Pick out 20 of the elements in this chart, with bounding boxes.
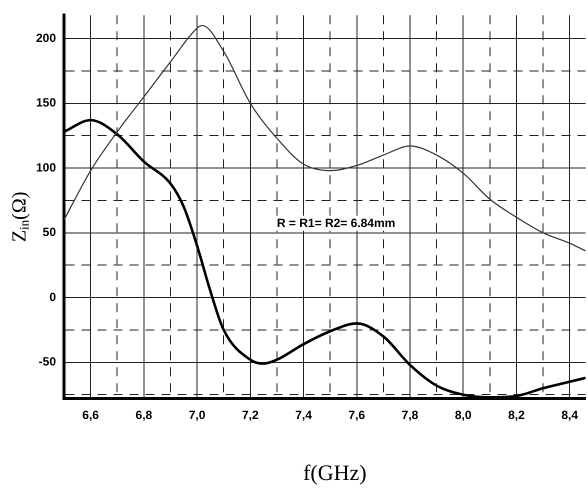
- x-tick-label: 6,8: [136, 408, 153, 422]
- x-tick-label: 7,0: [188, 408, 206, 422]
- x-tick-label: 7,8: [402, 408, 419, 422]
- y-tick-label: 150: [36, 96, 56, 110]
- y-tick-label: 50: [42, 225, 56, 240]
- x-axis-title: f(GHz): [303, 460, 367, 485]
- y-axis-title: Zin(Ω): [8, 192, 32, 242]
- x-tick-label: 8,0: [454, 408, 472, 422]
- x-tick-label: 7,4: [295, 408, 312, 422]
- annotation: R = R1= R2= 6.84mm: [276, 216, 396, 230]
- x-tick-label: 7,2: [242, 408, 259, 422]
- x-tick-label: 8,2: [508, 408, 526, 422]
- y-tick-label: 100: [36, 160, 56, 174]
- y-tick-label: 200: [36, 30, 56, 45]
- x-tick-label: 8,4: [561, 408, 578, 422]
- y-tick-label: -50: [38, 354, 56, 369]
- line-series: [64, 24, 586, 252]
- y-tick-label: 0: [49, 290, 56, 304]
- x-tick-label: 7,6: [348, 408, 366, 422]
- x-tick-label: 6,6: [82, 408, 100, 422]
